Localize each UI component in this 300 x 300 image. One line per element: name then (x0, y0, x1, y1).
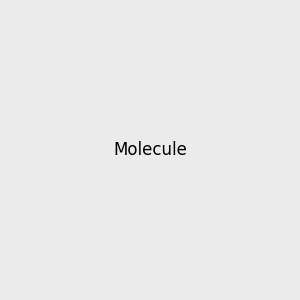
Text: Molecule: Molecule (113, 141, 187, 159)
